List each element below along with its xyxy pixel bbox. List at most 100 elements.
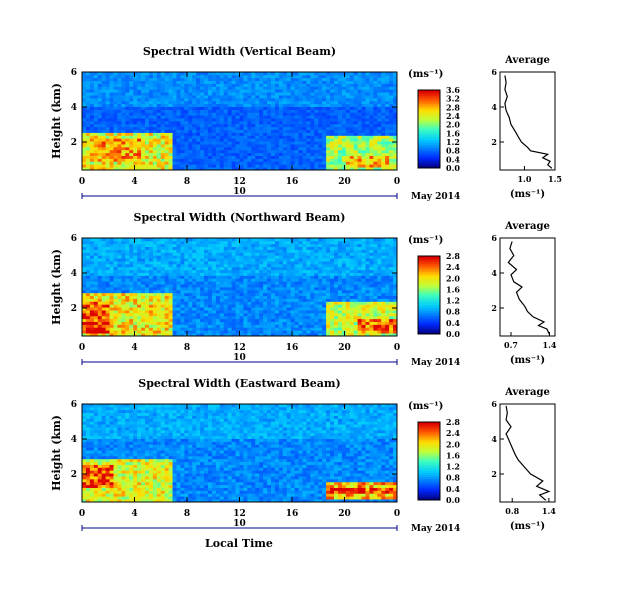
x-tick-label: 12 [233,509,246,519]
colorbar-tick-label: 1.2 [446,296,460,306]
colorbar-segment [418,166,440,169]
x-tick-label: 16 [286,177,299,187]
colorbar-segment [418,127,440,130]
colorbar-segment [418,259,440,263]
colorbar-segment [418,318,440,321]
colorbar-segment [418,492,440,495]
colorbar-segment [418,451,440,454]
colorbar-segment [418,322,440,325]
colorbar-segment [418,480,440,483]
profile-line [507,241,551,335]
profile-title: Average [504,387,550,398]
y-tick-label: 6 [71,68,77,78]
y-tick-label: 4 [71,103,77,113]
colorbar-segment [418,304,440,307]
colorbar-segment [418,298,440,302]
colorbar-segment [418,496,440,499]
colorbar-segment [418,470,440,473]
colorbar-tick-label: 1.2 [446,137,460,147]
colorbar-segment [418,498,440,501]
x-tick-label: 20 [338,509,351,519]
colorbar-segment [418,332,440,335]
colorbar-segment [418,97,440,101]
colorbar-segment [418,95,440,99]
colorbar-tick-label: 1.2 [446,462,460,472]
y-axis-label: Height (km) [50,415,63,491]
colorbar-tick-label: 0.8 [446,146,460,156]
colorbar-tick-label: 2.8 [446,251,460,261]
x-tick-label: 20 [338,343,351,353]
colorbar-segment [418,308,440,311]
colorbar-segment [418,109,440,112]
profile-frame [499,237,556,337]
date-label: May 2014 [411,192,460,202]
colorbar-segment [418,91,440,95]
colorbar-segment [418,330,440,333]
heatmap-cells [82,238,398,337]
colorbar-segment [418,474,440,477]
colorbar-segment [418,119,440,122]
colorbar-segment [418,312,440,315]
colorbar-segment [418,328,440,331]
profile-y-tick-label: 2 [491,469,497,479]
colorbar-segment [418,158,440,161]
profile-x-tick-label: 0.7 [504,340,518,350]
colorbar-frame [417,89,441,169]
colorbar-segment [418,316,440,319]
colorbar-segment [418,271,440,274]
colorbar-frame [417,255,441,335]
profile-x-label: (ms⁻¹) [510,355,545,366]
colorbar-segment [418,130,440,134]
date-label: May 2014 [411,358,460,368]
colorbar-segment [418,486,440,489]
y-tick-label: 6 [71,234,77,244]
profile-frame [499,403,556,503]
x-tick-label: 4 [131,177,137,187]
x-tick-label: 16 [286,343,299,353]
colorbar-segment [418,273,440,276]
x-tick-label: 0 [394,177,400,187]
colorbar-tick-label: 1.6 [446,128,460,138]
colorbar-unit: (ms⁻¹) [408,69,443,80]
y-axis-label: Height (km) [50,83,63,159]
profile-line [505,405,551,501]
colorbar-segment [418,90,440,93]
colorbar-segment [418,156,440,159]
colorbar-tick-label: 2.0 [446,439,460,449]
colorbar-segment [418,293,440,296]
profile-y-tick-label: 4 [491,434,497,444]
colorbar-tick-label: 2.4 [446,262,460,272]
colorbar-segment [418,437,440,440]
colorbar-segment [418,302,440,306]
colorbar-segment [418,427,440,431]
colorbar-segment [418,472,440,475]
colorbar-segment [418,300,440,304]
x-tick-label: 4 [131,509,137,519]
colorbar-tick-label: 0.8 [446,473,460,483]
x-tick-label: 12 [233,343,246,353]
profile-y-tick-label: 4 [491,268,497,278]
colorbar-segment [418,140,440,143]
profile-y-tick-label: 2 [491,137,497,147]
colorbar-segment [418,425,440,429]
colorbar-tick-label: 0.4 [446,318,460,328]
colorbar-segment [418,324,440,327]
colorbar-segment [418,464,440,468]
colorbar-segment [418,160,440,163]
profile-y-tick-label: 6 [491,399,497,409]
panel-title: Spectral Width (Northward Beam) [134,211,346,224]
profile-x-tick-label: 1.4 [543,340,557,350]
colorbar-tick-label: 0.0 [446,163,460,173]
profile-y-tick-label: 6 [491,233,497,243]
colorbar-segment [418,494,440,497]
colorbar-segment [418,296,440,300]
colorbar-segment [418,490,440,493]
colorbar-segment [418,164,440,167]
y-tick-label: 6 [71,400,77,410]
colorbar-segment [418,466,440,470]
profile-x-tick-label: 1.5 [548,174,562,184]
colorbar-segment [418,429,440,433]
colorbar-segment [418,447,440,450]
panel-title: Spectral Width (Vertical Beam) [143,45,336,58]
colorbar-segment [418,314,440,317]
